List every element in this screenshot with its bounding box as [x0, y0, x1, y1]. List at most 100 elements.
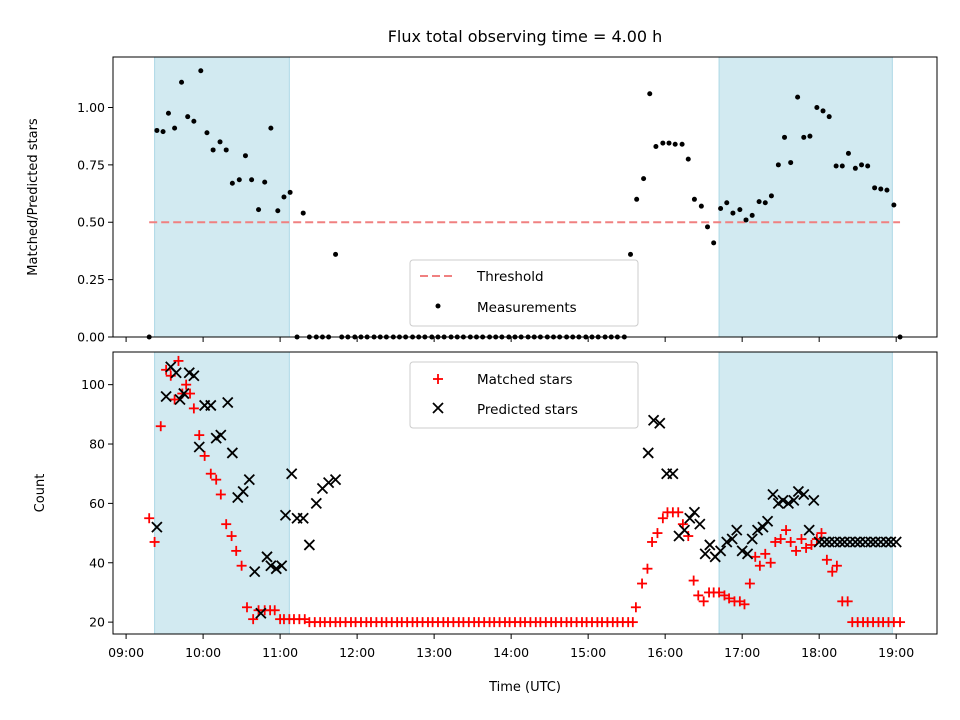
predicted-point: [654, 417, 666, 429]
predicted-point: [777, 494, 789, 507]
predicted-point: [699, 548, 711, 560]
measurement-point: [172, 125, 178, 131]
measurement-point: [679, 141, 685, 147]
matched-point: [785, 536, 796, 547]
legend-matched-label: Matched stars: [477, 372, 573, 388]
measurement-point: [768, 193, 774, 199]
matched-point: [161, 364, 172, 375]
predicted-point: [726, 533, 738, 545]
matched-point: [248, 614, 259, 625]
measurement-point: [666, 140, 672, 146]
predicted-point: [303, 539, 316, 551]
predicted-point: [761, 515, 774, 527]
predicted-point: [880, 536, 892, 548]
predicted-point: [890, 536, 902, 548]
y-tick-label: 60: [89, 496, 105, 511]
predicted-point: [859, 536, 872, 548]
measurement-point: [711, 240, 717, 246]
measurement-point: [179, 79, 185, 85]
series-matched-stars: [144, 355, 906, 628]
x-tick-label: 17:00: [724, 645, 760, 660]
measurement-point: [872, 185, 878, 191]
predicted-point: [875, 536, 887, 548]
legend-ratio: Threshold Measurements: [409, 259, 639, 327]
predicted-point: [767, 488, 779, 501]
measurement-point: [165, 110, 171, 116]
matched-point: [652, 528, 663, 539]
x-axis-label: Time (UTC): [488, 680, 561, 695]
predicted-point: [818, 536, 831, 548]
matched-point: [693, 590, 704, 601]
predicted-point: [854, 536, 866, 548]
matched-point: [688, 575, 699, 586]
measurement-point: [788, 160, 794, 166]
panel-ratio: 0.00 0.25 0.50 0.75 1.00: [77, 56, 938, 345]
predicted-point: [329, 474, 342, 486]
matched-point: [231, 545, 242, 556]
measurement-point: [641, 176, 647, 182]
matched-point: [657, 513, 668, 524]
predicted-point: [215, 429, 227, 441]
matched-point: [724, 593, 735, 604]
matched-point: [816, 528, 827, 539]
shaded-window: [718, 56, 893, 338]
measurement-point: [287, 189, 293, 195]
measurement-point: [845, 150, 851, 156]
panel-count: 20 40 60 80 100 09:00 10:00 11:00 12:00 13:00 14:0…: [81, 351, 938, 660]
matched-point: [714, 587, 725, 598]
matched-point: [241, 602, 252, 613]
matched-point: [155, 421, 166, 432]
legend-matched-swatch: [433, 374, 443, 384]
predicted-point: [193, 441, 205, 453]
matched-point: [642, 563, 653, 574]
measurement-point: [236, 177, 242, 183]
x-tick-label: 09:00: [108, 645, 144, 660]
legend-threshold-label: Threshold: [476, 269, 544, 285]
matched-point: [698, 596, 709, 607]
measurement-point: [749, 212, 755, 218]
predicted-point: [678, 524, 691, 536]
measurement-point: [198, 68, 204, 74]
measurement-point: [852, 165, 858, 171]
measurement-point: [300, 210, 306, 216]
measurement-point: [229, 180, 235, 186]
matched-point: [215, 489, 226, 500]
matched-point: [149, 536, 160, 547]
measurement-point: [718, 205, 724, 211]
y-tick-label: 0.50: [77, 215, 105, 230]
legend-measurements-label: Measurements: [477, 300, 577, 316]
matched-point: [185, 388, 196, 399]
measurement-point: [281, 194, 287, 200]
plot-frame: [112, 351, 938, 635]
predicted-point: [322, 476, 335, 489]
measurement-point: [160, 129, 166, 135]
legend-box: [409, 361, 639, 429]
legend-count: Matched stars Predicted stars: [409, 361, 639, 429]
legend-predicted-swatch: [432, 402, 444, 414]
x-tick-label: 13:00: [416, 645, 452, 660]
matched-point: [221, 519, 232, 530]
predicted-point: [751, 524, 764, 536]
measurement-point: [891, 202, 897, 208]
matched-point: [181, 379, 192, 390]
measurement-point: [262, 179, 268, 185]
measurement-point: [782, 134, 788, 140]
predicted-point: [249, 566, 261, 578]
x-tick-label: 16:00: [647, 645, 683, 660]
predicted-point: [849, 536, 862, 548]
measurement-point: [839, 163, 845, 169]
measurement-point: [756, 199, 762, 205]
y-tick-label: 0.00: [77, 330, 105, 345]
x-tick-label: 18:00: [801, 645, 837, 660]
matched-point: [895, 617, 906, 628]
predicted-point: [265, 560, 277, 572]
predicted-point: [714, 545, 727, 557]
legend-measurements-swatch: [435, 303, 441, 309]
predicted-point: [869, 536, 882, 548]
measurement-point: [672, 141, 678, 147]
predicted-point: [704, 539, 716, 551]
measurement-point: [698, 203, 704, 209]
measurement-point: [628, 251, 634, 257]
matched-point: [194, 430, 205, 441]
matched-point: [750, 551, 761, 562]
